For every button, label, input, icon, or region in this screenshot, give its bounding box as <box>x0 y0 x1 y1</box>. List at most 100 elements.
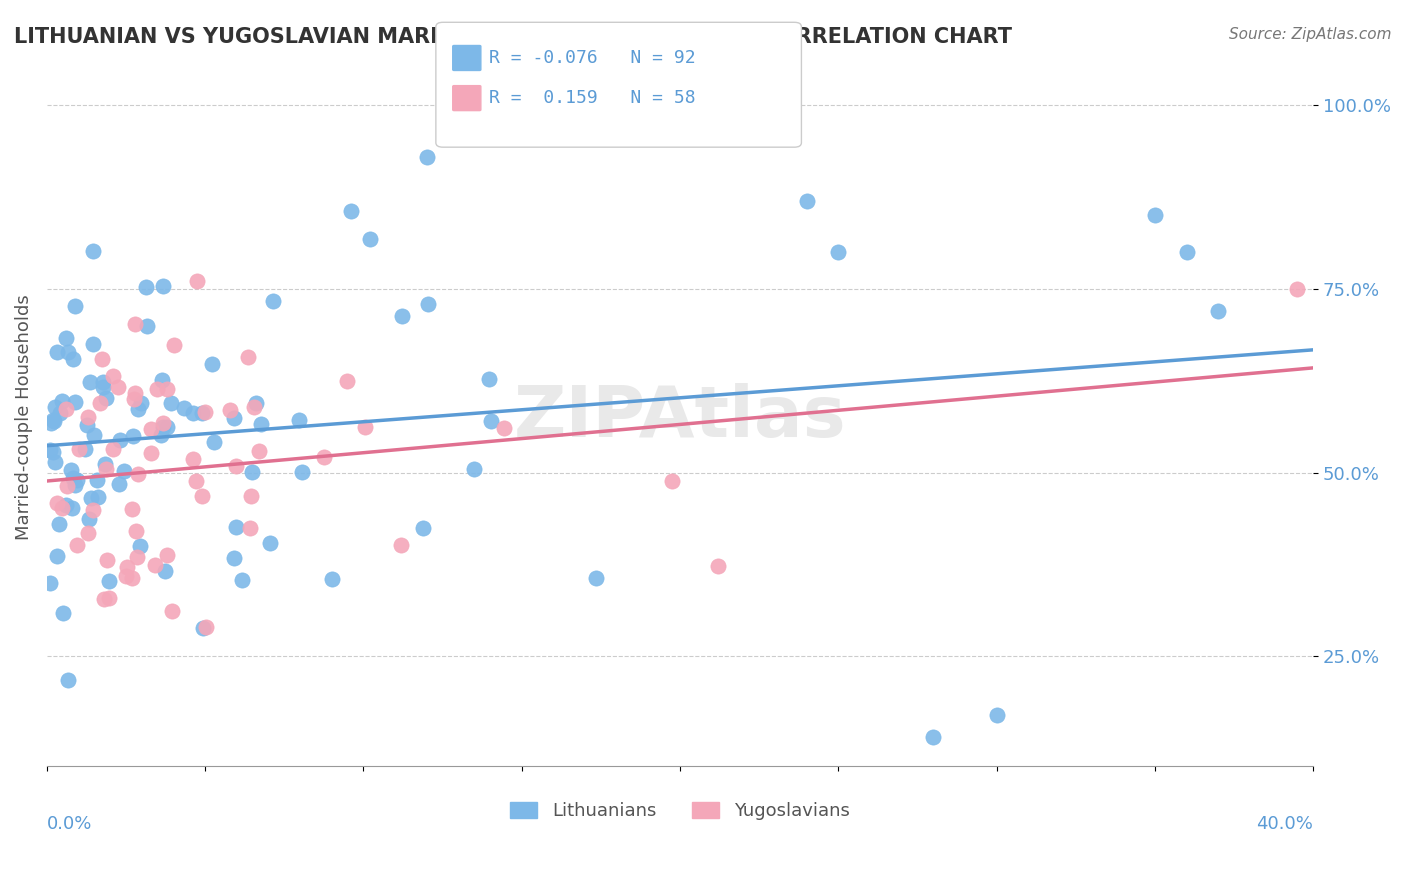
Point <box>225 458 247 473</box>
Point <box>79 376 101 390</box>
Point <box>93 457 115 471</box>
Point <box>103 442 125 456</box>
Point <box>478 372 501 386</box>
Point <box>159 396 181 410</box>
Point <box>56 479 79 493</box>
Point <box>156 382 179 396</box>
Point <box>186 474 208 488</box>
Point <box>107 476 129 491</box>
Point <box>146 382 169 396</box>
Point <box>661 475 683 489</box>
Point <box>82 337 104 351</box>
Point <box>91 376 114 390</box>
Point <box>150 373 173 387</box>
Point <box>129 396 152 410</box>
Point <box>202 435 225 450</box>
Text: 0.0%: 0.0% <box>46 815 93 833</box>
Point <box>48 517 70 532</box>
Point <box>152 420 174 434</box>
Point <box>336 374 359 388</box>
Point <box>231 573 253 587</box>
Point <box>190 489 212 503</box>
Point <box>173 401 195 416</box>
Point <box>191 621 214 635</box>
Point <box>86 473 108 487</box>
Point <box>66 537 89 551</box>
Point <box>107 380 129 394</box>
Point <box>58 673 80 688</box>
Point <box>259 536 281 550</box>
Point <box>796 194 818 208</box>
Point <box>706 558 728 573</box>
Point <box>247 443 270 458</box>
Point <box>262 293 284 308</box>
Point <box>73 442 96 457</box>
Point <box>222 550 245 565</box>
Point <box>124 318 146 332</box>
Point <box>67 442 90 456</box>
Point <box>139 446 162 460</box>
Point <box>163 338 186 352</box>
Point <box>127 402 149 417</box>
Point <box>96 553 118 567</box>
Point <box>42 413 65 427</box>
Point <box>55 401 77 416</box>
Point <box>45 495 67 509</box>
Point <box>91 380 114 394</box>
Point <box>42 444 65 458</box>
Point <box>1286 282 1309 296</box>
Point <box>89 395 111 409</box>
Point <box>240 465 263 479</box>
Point <box>66 473 89 487</box>
Point <box>922 730 945 744</box>
Point <box>94 461 117 475</box>
Point <box>181 451 204 466</box>
Point <box>121 502 143 516</box>
Point <box>39 443 62 458</box>
Point <box>63 477 86 491</box>
Point <box>45 344 67 359</box>
Point <box>51 394 73 409</box>
Point <box>141 422 163 436</box>
Point <box>354 420 377 434</box>
Point <box>122 429 145 443</box>
Point <box>76 410 98 425</box>
Point <box>149 428 172 442</box>
Point <box>236 350 259 364</box>
Point <box>90 352 112 367</box>
Point <box>83 428 105 442</box>
Text: Source: ZipAtlas.com: Source: ZipAtlas.com <box>1229 27 1392 42</box>
Point <box>112 464 135 478</box>
Point <box>194 404 217 418</box>
Point <box>58 344 80 359</box>
Point <box>416 297 439 311</box>
Legend: Lithuanians, Yugoslavians: Lithuanians, Yugoslavians <box>503 795 858 827</box>
Point <box>195 620 218 634</box>
Point <box>152 279 174 293</box>
Point <box>312 450 335 464</box>
Point <box>82 503 104 517</box>
Point <box>239 521 262 535</box>
Point <box>224 411 246 425</box>
Point <box>1143 209 1166 223</box>
Point <box>479 414 502 428</box>
Point <box>412 520 434 534</box>
Point <box>359 231 381 245</box>
Point <box>44 455 66 469</box>
Point <box>181 406 204 420</box>
Point <box>191 406 214 420</box>
Point <box>60 500 83 515</box>
Point <box>41 417 63 431</box>
Text: 40.0%: 40.0% <box>1257 815 1313 833</box>
Y-axis label: Married-couple Households: Married-couple Households <box>15 294 32 541</box>
Point <box>242 400 264 414</box>
Point <box>121 571 143 585</box>
Point <box>62 351 84 366</box>
Point <box>186 274 208 288</box>
Point <box>391 309 413 323</box>
Point <box>1175 245 1198 260</box>
Point <box>97 591 120 606</box>
Point <box>55 330 77 344</box>
Point <box>218 403 240 417</box>
Point <box>389 538 412 552</box>
